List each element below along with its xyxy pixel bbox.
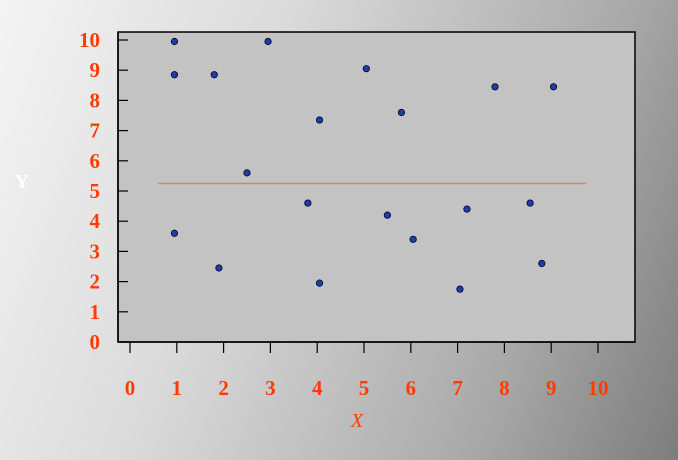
y-axis-title: Y bbox=[15, 171, 30, 193]
y-tick-label: 8 bbox=[90, 88, 101, 112]
data-point bbox=[383, 211, 391, 219]
x-tick-label: 3 bbox=[265, 376, 276, 400]
data-point bbox=[549, 83, 558, 91]
x-tick-label: 8 bbox=[499, 376, 510, 400]
data-point bbox=[538, 259, 546, 268]
y-tick-label: 1 bbox=[90, 300, 101, 324]
data-point bbox=[243, 169, 251, 177]
data-points bbox=[170, 37, 558, 293]
data-point bbox=[526, 199, 534, 207]
y-tick-label: 5 bbox=[90, 179, 101, 203]
x-axis-labels: 0 1 2 3 4 5 6 7 8 9 10 bbox=[125, 376, 609, 400]
data-point bbox=[456, 285, 464, 293]
x-tick-label: 9 bbox=[546, 376, 557, 400]
data-point bbox=[170, 71, 179, 79]
data-point bbox=[210, 71, 218, 79]
data-point bbox=[409, 235, 417, 243]
data-point bbox=[170, 37, 179, 46]
y-tick-label: 3 bbox=[90, 239, 101, 263]
plot-area bbox=[117, 31, 636, 343]
data-point bbox=[362, 65, 370, 73]
y-tick-label: 10 bbox=[79, 28, 100, 52]
x-tick-label: 1 bbox=[172, 376, 183, 400]
x-tick-label: 0 bbox=[125, 376, 136, 400]
data-point bbox=[491, 83, 499, 91]
x-axis-title: X bbox=[350, 410, 364, 432]
data-point bbox=[397, 108, 406, 117]
data-point bbox=[215, 264, 223, 272]
x-tick-label: 7 bbox=[452, 376, 463, 400]
data-point bbox=[264, 37, 272, 46]
y-tick-label: 0 bbox=[90, 330, 101, 354]
y-axis-ticks bbox=[118, 39, 128, 343]
x-tick-label: 6 bbox=[406, 376, 417, 400]
data-point bbox=[463, 205, 471, 213]
data-point bbox=[170, 229, 179, 237]
data-point bbox=[315, 116, 324, 124]
y-tick-label: 9 bbox=[90, 58, 101, 82]
y-tick-label: 2 bbox=[90, 270, 101, 294]
x-tick-label: 4 bbox=[312, 376, 323, 400]
y-tick-label: 6 bbox=[90, 149, 101, 173]
x-tick-label: 5 bbox=[359, 376, 370, 400]
y-tick-label: 4 bbox=[90, 209, 101, 233]
data-point bbox=[304, 199, 312, 207]
x-tick-label: 2 bbox=[218, 376, 229, 400]
y-tick-label: 7 bbox=[90, 119, 101, 143]
x-axis-ticks bbox=[129, 342, 599, 353]
y-axis-labels: 0 1 2 3 4 5 6 7 8 9 10 bbox=[79, 28, 101, 354]
x-tick-label: 10 bbox=[588, 376, 609, 400]
data-point bbox=[315, 279, 324, 287]
